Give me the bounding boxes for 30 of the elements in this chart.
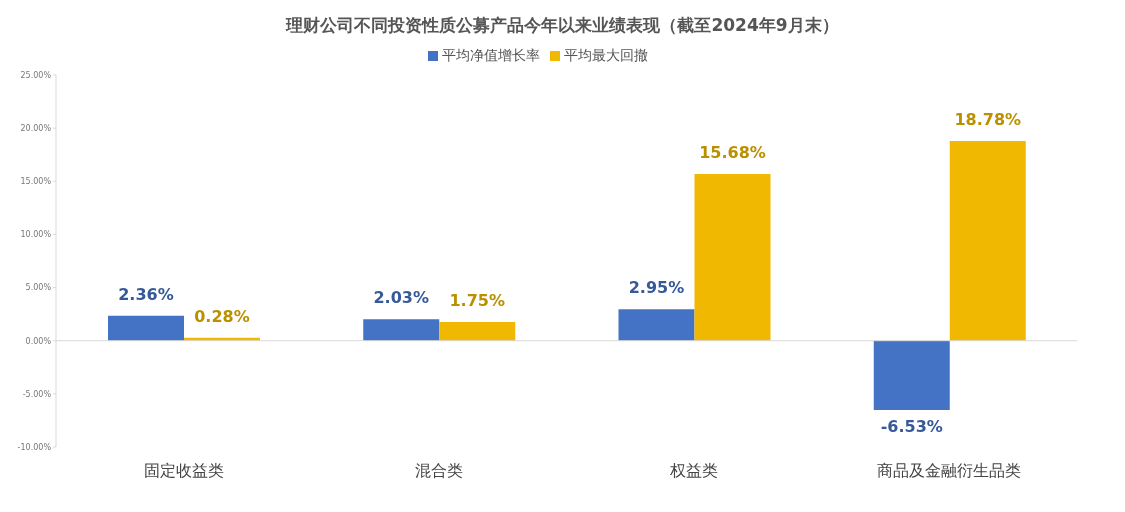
- y-tick-label: 25.00%: [20, 70, 52, 80]
- bar: [949, 141, 1026, 341]
- data-label: 1.75%: [449, 291, 506, 311]
- bar: [694, 174, 771, 341]
- y-tick-label: 10.00%: [20, 230, 52, 240]
- x-tick-label: 固定收益类: [143, 461, 224, 481]
- bar: [873, 340, 950, 411]
- y-tick-label: 5.00%: [25, 283, 52, 293]
- data-label: 18.78%: [954, 110, 1022, 130]
- bar: [618, 309, 695, 341]
- bar: [108, 315, 184, 341]
- bar: [439, 322, 516, 341]
- data-label: 0.28%: [194, 306, 250, 326]
- legend-label: 平均净值增长率: [441, 47, 540, 63]
- data-label: 15.68%: [699, 143, 766, 163]
- y-tick-label: 0.00%: [25, 336, 52, 346]
- x-tick-label: 商品及金融衍生品类: [877, 461, 1022, 481]
- x-tick-label: 混合类: [414, 461, 463, 481]
- y-tick-label: 20.00%: [20, 123, 52, 133]
- data-label: 2.36%: [118, 284, 174, 304]
- y-tick-label: -10.00%: [17, 442, 52, 452]
- y-tick-label: 15.00%: [20, 177, 52, 187]
- x-tick-label: 权益类: [669, 461, 719, 481]
- chart-title: 理财公司不同投资性质公募产品今年以来业绩表现（截至2024年9月末）: [284, 14, 840, 37]
- legend-label: 平均最大回撤: [563, 47, 648, 63]
- data-label: 2.03%: [373, 288, 430, 308]
- bar: [363, 319, 440, 341]
- data-label: 2.95%: [628, 278, 685, 298]
- y-tick-label: -5.00%: [22, 389, 52, 399]
- data-label: -6.53%: [880, 417, 943, 437]
